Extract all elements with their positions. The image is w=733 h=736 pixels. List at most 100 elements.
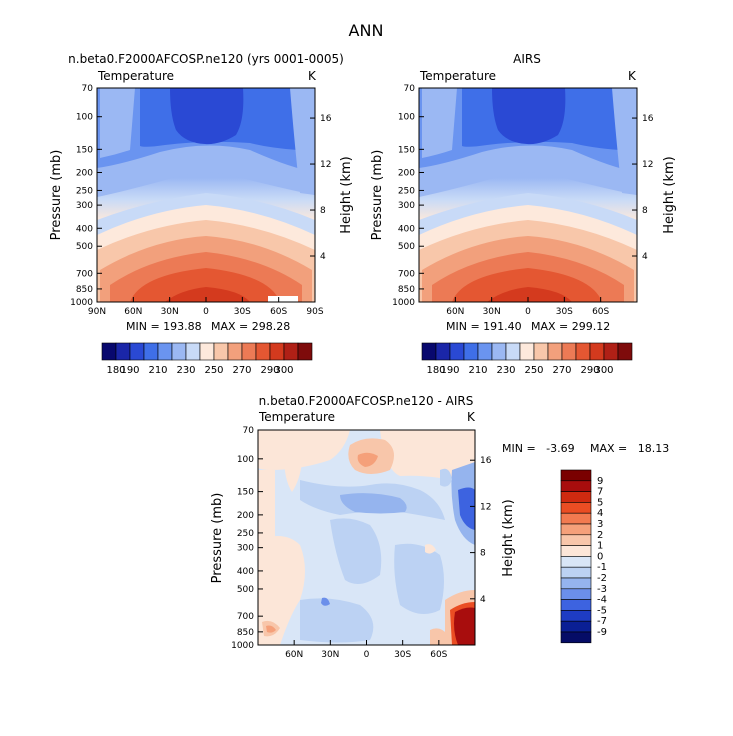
colorbar-swatch xyxy=(449,342,465,361)
colorbar-swatch xyxy=(269,342,285,361)
colorbar-label: 190 xyxy=(440,365,459,376)
lat-tick-label: 30S xyxy=(556,307,573,317)
pressure-tick-label: 250 xyxy=(398,186,415,196)
panel-obs-ylabel: Pressure (mb) xyxy=(370,150,385,241)
lat-tick-label: 90S xyxy=(306,307,323,317)
colorbar-swatch xyxy=(560,566,592,579)
colorbar-swatch xyxy=(560,620,592,633)
panel-obs-pressure-axis: 70 100 150 200 250 300 400 500 700 850 1000 xyxy=(392,84,424,308)
pressure-tick-label: 200 xyxy=(398,168,415,178)
lat-tick-label: 0 xyxy=(525,307,531,317)
colorbar-swatch xyxy=(560,469,592,482)
pressure-tick-label: 700 xyxy=(398,269,415,279)
colorbar-swatch xyxy=(129,342,145,361)
lat-tick-label: 60N xyxy=(446,307,464,317)
colorbar-swatch xyxy=(560,545,592,557)
colorbar-swatch xyxy=(255,342,271,361)
colorbar-label: -1 xyxy=(597,562,607,573)
panel-diff-min: MIN = -3.69 xyxy=(502,442,575,455)
pressure-tick-label: 200 xyxy=(237,511,254,521)
panel-model-min: MIN = 193.88 xyxy=(126,320,202,333)
pressure-tick-label: 100 xyxy=(398,113,415,123)
panel-model-pressure-axis: 70 100 150 200 250 300 400 500 700 850 1000 xyxy=(70,84,102,308)
colorbar-swatch xyxy=(491,342,507,361)
pressure-tick-label: 850 xyxy=(398,285,415,295)
pressure-tick-label: 300 xyxy=(237,544,254,554)
height-tick-label: 12 xyxy=(320,160,331,170)
colorbar-swatch xyxy=(505,342,521,361)
colorbar-swatch xyxy=(561,342,577,361)
lat-tick-label: 30S xyxy=(394,650,411,660)
colorbar-label: -3 xyxy=(597,584,607,595)
panel-obs-contours xyxy=(419,88,637,302)
height-tick-label: 4 xyxy=(320,252,326,262)
height-tick-label: 4 xyxy=(642,252,648,262)
pressure-tick-label: 1000 xyxy=(70,298,93,308)
colorbar-swatch xyxy=(560,599,592,611)
lat-tick-label: 30S xyxy=(234,307,251,317)
colorbar-label: 290 xyxy=(580,365,599,376)
pressure-tick-label: 70 xyxy=(82,84,94,94)
colorbar-label: 2 xyxy=(597,530,603,541)
panel-obs-title: AIRS xyxy=(513,52,541,66)
pressure-tick-label: 500 xyxy=(76,242,93,252)
panel-obs-min: MIN = 191.40 xyxy=(446,320,522,333)
colorbar-swatch xyxy=(185,342,201,361)
colorbar-swatch xyxy=(115,342,131,361)
colorbar-swatch xyxy=(560,491,592,503)
colorbar-label: 250 xyxy=(524,365,543,376)
colorbar-swatch xyxy=(421,342,437,361)
pressure-tick-label: 500 xyxy=(237,585,254,595)
lat-tick-label: 0 xyxy=(364,650,370,660)
lat-tick-label: 60N xyxy=(285,650,303,660)
colorbar-swatch xyxy=(283,342,299,361)
panel-model-units: K xyxy=(308,69,317,83)
height-tick-label: 16 xyxy=(642,114,654,124)
pressure-tick-label: 850 xyxy=(76,285,93,295)
panel-diff-height-axis: 16 12 8 4 xyxy=(470,456,492,605)
colorbar-swatch xyxy=(213,342,229,361)
colorbar-label: 230 xyxy=(496,365,515,376)
colorbar-swatch xyxy=(519,342,535,361)
lat-tick-label: 60N xyxy=(124,307,142,317)
pressure-tick-label: 300 xyxy=(76,201,93,211)
colorbar-swatch xyxy=(560,588,592,600)
panel-obs: AIRS Temperature K 70 100 150 200 250 300 400 5… xyxy=(370,52,677,376)
panel-model-contours xyxy=(97,88,315,302)
colorbar-label: 300 xyxy=(594,365,613,376)
lat-tick-label: 0 xyxy=(203,307,209,317)
main-title: ANN xyxy=(349,21,384,40)
lat-tick-label: 60S xyxy=(592,307,609,317)
colorbar-swatch xyxy=(560,577,592,590)
colorbar-label: 180 xyxy=(106,365,125,376)
colorbar-label: 270 xyxy=(552,365,571,376)
colorbar-label: 190 xyxy=(120,365,139,376)
panel-obs-variable: Temperature xyxy=(419,69,496,83)
colorbar-label: 1 xyxy=(597,541,603,552)
panel-diff-max: MAX = 18.13 xyxy=(590,442,669,455)
height-tick-label: 8 xyxy=(480,549,486,559)
panel-obs-height-axis: 16 12 8 4 xyxy=(632,114,654,262)
panel-model-x-axis: 90N 60N 30N 0 30S 60S 90S xyxy=(88,297,324,317)
panel-obs-units: K xyxy=(628,69,637,83)
pressure-tick-label: 100 xyxy=(237,455,254,465)
lat-tick-label: 60S xyxy=(430,650,447,660)
lat-tick-label: 30N xyxy=(161,307,179,317)
panel-diff-pressure-axis: 70 100 150 200 250 300 400 500 700 850 1000 xyxy=(231,426,263,651)
height-tick-label: 12 xyxy=(642,160,653,170)
pressure-tick-label: 400 xyxy=(398,224,415,234)
colorbar-label: 9 xyxy=(597,476,603,487)
colorbar-label: 230 xyxy=(176,365,195,376)
colorbar-label: 270 xyxy=(232,365,251,376)
colorbar-swatch xyxy=(560,512,592,525)
panel-obs-x-axis: 60N 30N 0 30S 60S xyxy=(446,297,610,317)
pressure-tick-label: 200 xyxy=(76,168,93,178)
colorbar-swatch xyxy=(533,342,549,361)
pressure-tick-label: 400 xyxy=(237,567,254,577)
panel-model-max: MAX = 298.28 xyxy=(211,320,290,333)
colorbar-label: -5 xyxy=(597,605,607,616)
panel-model-height-axis: 16 12 8 4 xyxy=(310,114,332,262)
